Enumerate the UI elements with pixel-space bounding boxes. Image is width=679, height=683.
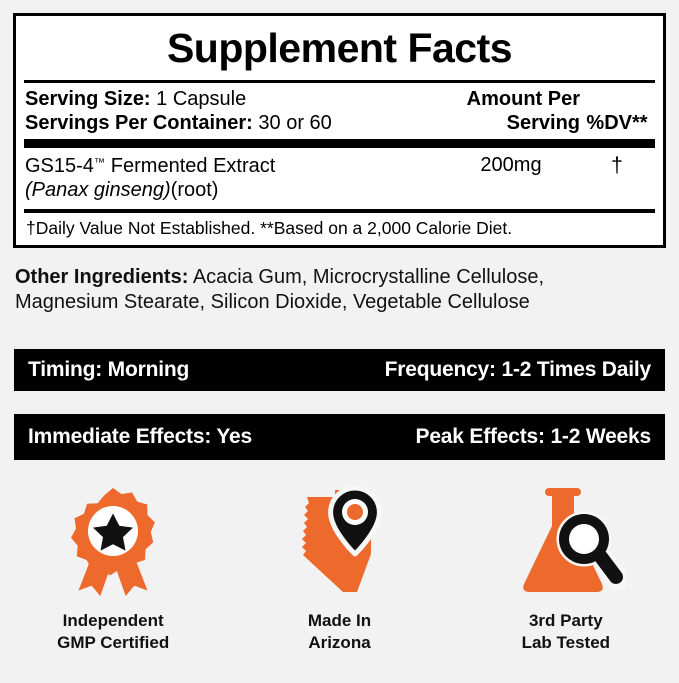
- badge-label: Independent GMP Certified: [57, 611, 170, 653]
- supplement-facts-panel: Supplement Facts Serving Size: 1 Capsule…: [13, 13, 666, 249]
- table-row: GS15-4™ Fermented Extract (Panax ginseng…: [16, 148, 663, 209]
- trust-badges: Independent GMP Certified Made In Arizon…: [0, 482, 679, 655]
- badge-independent-gmp-certified: Independent GMP Certified: [0, 482, 226, 655]
- other-ingredients-value: Acacia Gum, Microcrystalline Cellulose, …: [15, 266, 545, 314]
- badge-label: 3rd Party Lab Tested: [521, 611, 611, 653]
- servings-per-container-row: Servings Per Container: 30 or 60: [25, 112, 442, 136]
- ingredient-brand: GS15-4: [25, 155, 94, 178]
- effects-bar: Immediate Effects: Yes Peak Effects: 1-2…: [14, 414, 665, 460]
- flask-magnifier-icon: [523, 488, 626, 592]
- ingredient-descriptor: Fermented Extract: [105, 155, 276, 178]
- ingredient-daily-value: †: [611, 154, 623, 178]
- servings-per-container-value: 30 or 60: [252, 111, 332, 134]
- badge-3rd-party-lab-tested: 3rd Party Lab Tested: [453, 482, 679, 655]
- daily-value-header: %DV**: [586, 111, 648, 134]
- serving-size-value: 1 Capsule: [150, 88, 247, 110]
- serving-header-block: Serving Size: 1 Capsule Servings Per Con…: [16, 83, 663, 139]
- serving-info: Serving Size: 1 Capsule Servings Per Con…: [25, 88, 442, 135]
- frequency-text: Frequency: 1-2 Times Daily: [384, 358, 652, 381]
- ingredient-plant-part: (root): [170, 179, 219, 202]
- divider-above-footnote: [24, 209, 655, 214]
- amount-header-line-2: Serving: [506, 111, 580, 134]
- award-ribbon-icon: [71, 488, 156, 602]
- divider-above-ingredients: [24, 139, 655, 149]
- page-title: Supplement Facts: [166, 25, 513, 71]
- ingredient-latin-name: (Panax ginseng): [25, 179, 171, 202]
- peak-effects-text: Peak Effects: 1-2 Weeks: [415, 425, 652, 448]
- badge-made-in-arizona: Made In Arizona: [226, 482, 452, 655]
- ingredient-name: GS15-4™ Fermented Extract (Panax ginseng…: [25, 154, 442, 202]
- timing-text: Timing: Morning: [28, 358, 190, 381]
- servings-per-container-label: Servings Per Container:: [25, 111, 253, 134]
- arizona-map-pin-icon: [302, 485, 383, 592]
- ingredient-name-line-2: (Panax ginseng)(root): [25, 178, 442, 202]
- badge-label: Made In Arizona: [307, 611, 372, 653]
- trademark-icon: ™: [93, 157, 106, 170]
- divider-under-title: [24, 80, 655, 83]
- serving-size-label: Serving Size:: [25, 88, 151, 110]
- ingredient-amount: 200mg: [480, 154, 542, 177]
- ingredient-name-line-1: GS15-4™ Fermented Extract: [25, 154, 442, 178]
- timing-frequency-bar: Timing: Morning Frequency: 1-2 Times Dai…: [14, 349, 665, 391]
- immediate-effects-text: Immediate Effects: Yes: [28, 425, 252, 448]
- other-ingredients-label: Other Ingredients:: [15, 266, 189, 288]
- footnote-text: †Daily Value Not Established. **Based on…: [26, 218, 513, 239]
- amount-header-line-1: Amount Per: [466, 88, 580, 110]
- amount-per-serving-header: Amount Per Serving: [442, 88, 580, 135]
- serving-size-row: Serving Size: 1 Capsule: [25, 88, 442, 112]
- other-ingredients: Other Ingredients: Acacia Gum, Microcrys…: [15, 265, 635, 315]
